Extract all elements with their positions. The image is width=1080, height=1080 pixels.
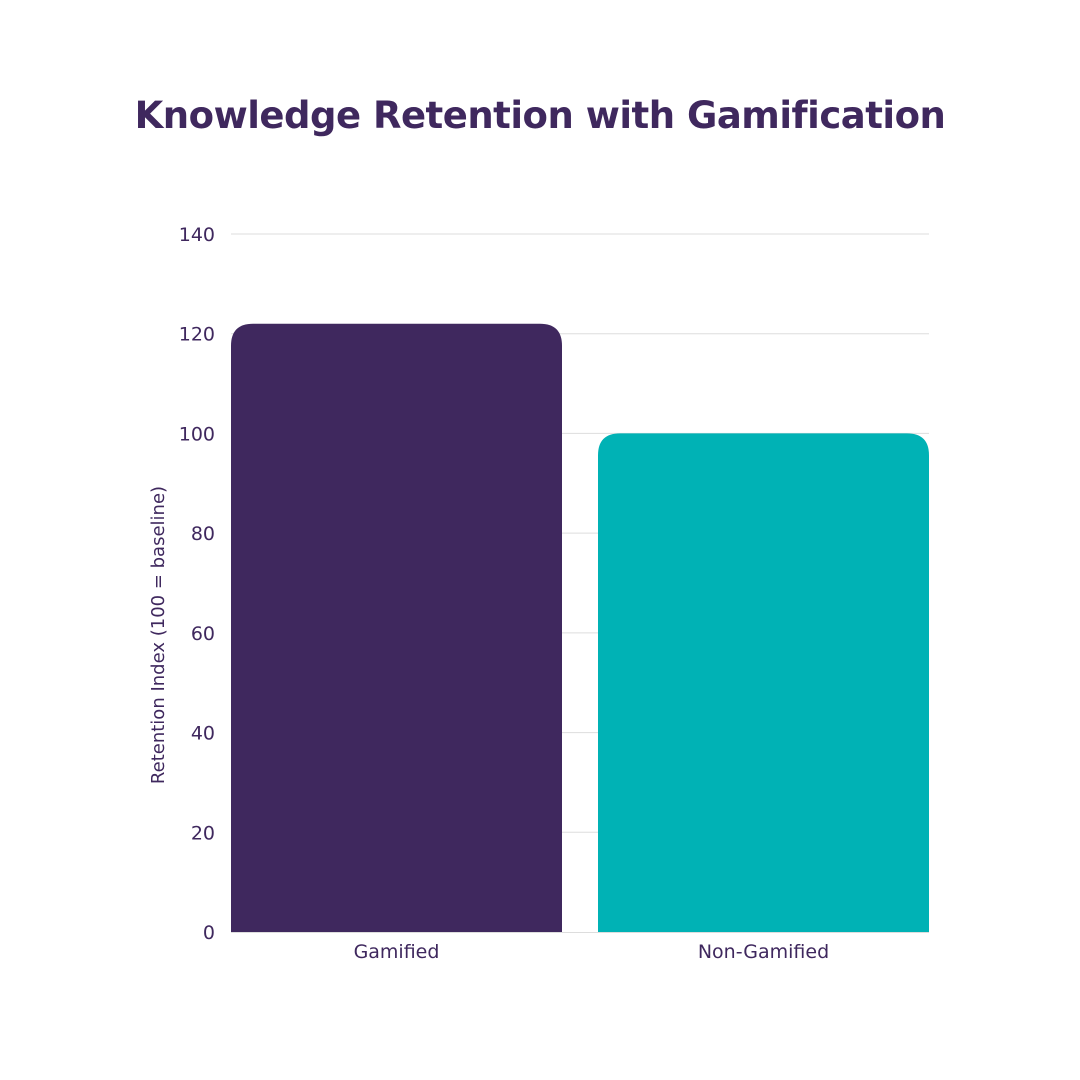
y-tick-label: 140 xyxy=(179,224,215,246)
y-tick-label: 60 xyxy=(191,623,215,645)
x-axis-ticks: Gamified Non-Gamified xyxy=(354,941,830,963)
y-axis-title: Retention Index (100 = baseline) xyxy=(148,486,169,784)
bars xyxy=(231,323,929,932)
y-tick-label: 80 xyxy=(191,523,215,545)
y-tick-label: 120 xyxy=(179,324,215,346)
chart-title: Knowledge Retention with Gamification xyxy=(134,94,946,137)
x-tick-label: Gamified xyxy=(354,941,440,963)
y-axis-ticks: 0 20 40 60 80 100 120 140 xyxy=(179,224,215,944)
x-tick-label: Non-Gamified xyxy=(698,941,829,963)
y-tick-label: 0 xyxy=(203,922,215,944)
y-tick-label: 100 xyxy=(179,423,215,445)
y-tick-label: 40 xyxy=(191,723,215,745)
bar-gamified xyxy=(231,323,562,932)
bar-non-gamified xyxy=(598,433,929,932)
y-tick-label: 20 xyxy=(191,822,215,844)
